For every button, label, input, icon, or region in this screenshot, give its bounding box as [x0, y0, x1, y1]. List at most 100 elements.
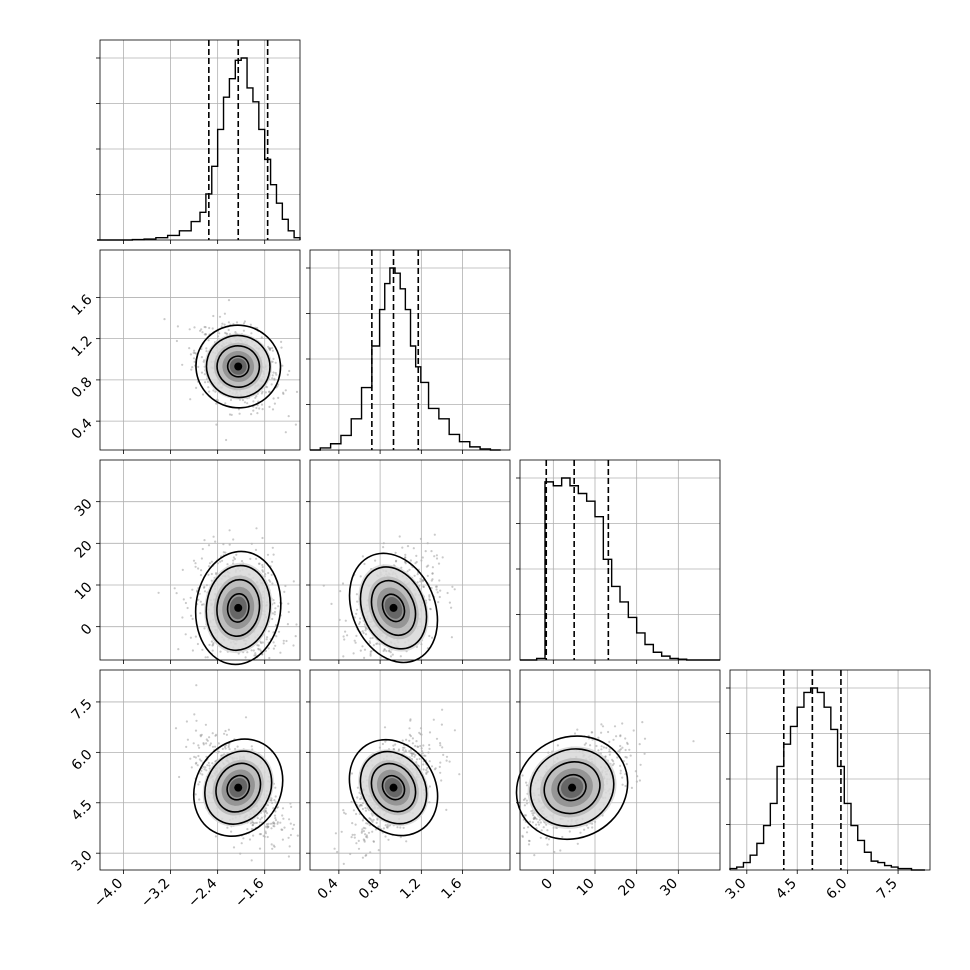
- scatter-point: [372, 818, 375, 822]
- scatter-point: [608, 748, 611, 751]
- scatter-point: [404, 556, 407, 559]
- scatter-point: [361, 819, 364, 822]
- density-panel-2-3: [515, 669, 721, 871]
- scatter-point: [210, 560, 213, 563]
- scatter-point: [274, 371, 277, 375]
- scatter-point: [400, 566, 403, 569]
- panel-frame: [519, 669, 721, 871]
- scatter-point: [386, 826, 389, 829]
- scatter-point: [264, 832, 267, 835]
- scatter-point: [255, 821, 258, 825]
- scatter-point: [198, 592, 201, 595]
- scatter-point: [192, 559, 196, 562]
- panel-frame: [99, 39, 301, 241]
- scatter-point: [203, 325, 206, 329]
- scatter-point: [215, 402, 218, 405]
- scatter-point: [281, 828, 284, 832]
- scatter-point: [269, 347, 272, 350]
- scatter-point: [361, 828, 364, 831]
- scatter-point: [266, 825, 269, 828]
- scatter-point: [621, 722, 624, 725]
- scatter-point: [531, 812, 534, 815]
- scatter-point: [241, 399, 245, 402]
- scatter-point: [385, 825, 389, 829]
- scatter-point: [411, 737, 414, 740]
- scatter-point: [538, 818, 541, 822]
- scatter-point: [692, 740, 695, 743]
- scatter-point: [353, 833, 356, 836]
- scatter-point: [547, 838, 551, 841]
- scatter-point: [184, 633, 187, 636]
- scatter-point: [583, 828, 586, 831]
- scatter-point: [437, 601, 440, 604]
- scatter-point: [364, 627, 368, 630]
- scatter-point: [369, 817, 372, 821]
- scatter-point: [424, 754, 427, 758]
- scatter-point: [388, 649, 391, 652]
- scatter-point: [227, 744, 230, 747]
- scatter-point: [284, 584, 287, 588]
- scatter-point: [394, 551, 397, 555]
- scatter-point: [202, 586, 206, 589]
- scatter-point: [589, 744, 592, 747]
- scatter-point: [399, 836, 402, 839]
- scatter-point: [401, 739, 404, 742]
- scatter-point: [377, 825, 380, 828]
- scatter-point: [202, 603, 205, 606]
- scatter-point: [274, 361, 277, 364]
- scatter-point: [268, 347, 271, 350]
- scatter-point: [372, 644, 375, 647]
- scatter-point: [364, 833, 367, 836]
- scatter-point: [600, 745, 603, 748]
- scatter-point: [285, 639, 288, 643]
- scatter-point: [333, 847, 336, 850]
- scatter-point: [280, 346, 283, 349]
- scatter-point: [212, 389, 215, 392]
- scatter-point: [261, 570, 265, 573]
- scatter-point: [525, 784, 529, 787]
- scatter-point: [534, 817, 537, 820]
- scatter-point: [624, 737, 627, 740]
- scatter-point: [432, 718, 435, 721]
- scatter-point: [638, 779, 642, 782]
- scatter-point: [576, 728, 579, 731]
- density-contour: [204, 750, 273, 825]
- scatter-point: [450, 606, 453, 609]
- density-contour: [226, 355, 250, 378]
- density-peak-marker: [234, 783, 243, 792]
- scatter-point: [282, 817, 285, 820]
- scatter-point: [399, 826, 402, 829]
- scatter-point: [532, 817, 535, 820]
- scatter-point: [430, 586, 433, 590]
- scatter-point: [204, 723, 207, 726]
- scatter-point: [201, 547, 204, 551]
- scatter-point: [258, 847, 262, 850]
- scatter-point: [438, 595, 441, 599]
- scatter-point: [530, 810, 533, 813]
- scatter-point: [184, 601, 187, 605]
- scatter-point: [223, 312, 226, 315]
- scatter-point: [197, 598, 200, 601]
- scatter-point: [257, 644, 260, 647]
- scatter-point: [412, 752, 415, 755]
- scatter-point: [250, 859, 253, 862]
- scatter-point: [624, 755, 627, 759]
- density-contour: [194, 550, 282, 666]
- x-tick-label: 3.0: [723, 876, 750, 903]
- scatter-point: [295, 623, 298, 626]
- scatter-point: [621, 746, 624, 749]
- scatter-point: [377, 849, 380, 852]
- scatter-point: [238, 412, 241, 415]
- scatter-point: [425, 772, 428, 776]
- scatter-point: [227, 299, 231, 302]
- scatter-point: [197, 754, 200, 758]
- scatter-point: [211, 327, 214, 330]
- scatter-point: [535, 827, 538, 830]
- scatter-point: [431, 566, 434, 569]
- scatter-point: [625, 756, 628, 759]
- scatter-point: [573, 732, 577, 735]
- histogram-panel-2: [516, 459, 721, 661]
- scatter-point: [224, 729, 227, 733]
- scatter-point: [350, 772, 354, 775]
- scatter-point: [249, 323, 252, 326]
